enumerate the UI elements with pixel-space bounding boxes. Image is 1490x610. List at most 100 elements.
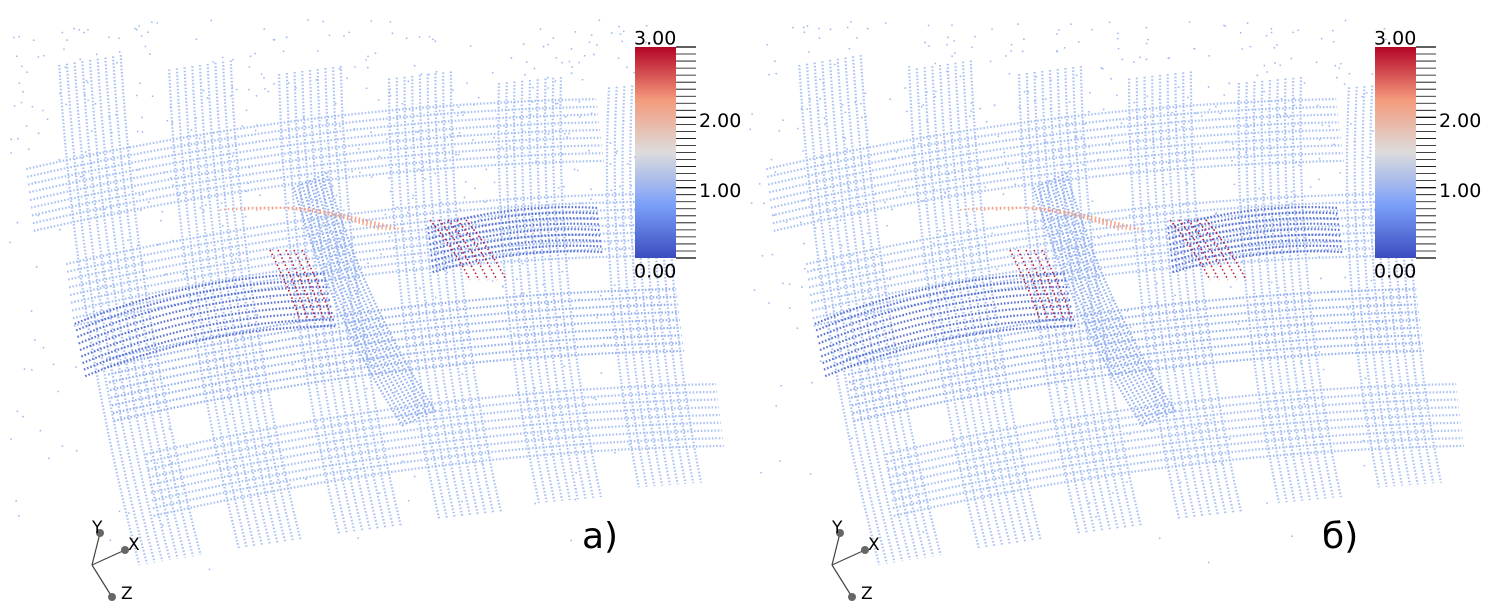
point <box>645 25 648 27</box>
point <box>884 22 887 24</box>
point <box>389 190 392 193</box>
point <box>1370 279 1373 282</box>
point <box>1188 21 1191 23</box>
point <box>1077 41 1080 43</box>
point <box>924 41 927 44</box>
fiber-band <box>1169 228 1341 252</box>
fiber-band <box>1189 71 1242 512</box>
fiber-band <box>809 223 1381 297</box>
point <box>1207 561 1210 564</box>
point <box>1239 31 1242 34</box>
point <box>47 457 50 460</box>
fiber-band <box>1174 73 1227 514</box>
fiber-band <box>339 65 402 527</box>
point <box>1146 38 1149 41</box>
stress-streak <box>447 219 489 281</box>
point <box>1057 29 1060 31</box>
point <box>1156 282 1158 285</box>
point <box>328 34 331 37</box>
point <box>991 232 993 235</box>
point <box>1264 193 1267 196</box>
point <box>291 363 294 366</box>
point <box>1383 27 1386 30</box>
fiber-band <box>30 136 601 209</box>
point <box>557 316 560 319</box>
point <box>472 138 474 141</box>
point <box>81 175 84 178</box>
colorbar-tick-label: 3.00 <box>634 28 676 50</box>
point <box>1156 302 1158 305</box>
point <box>73 27 75 30</box>
point <box>917 142 920 145</box>
point <box>378 155 381 158</box>
point <box>256 314 259 316</box>
point <box>1318 178 1320 181</box>
stress-streak <box>1178 219 1220 281</box>
fiber-band <box>1299 77 1343 498</box>
fiber-band <box>810 231 1381 304</box>
point <box>561 61 564 64</box>
point <box>953 39 956 42</box>
point <box>592 397 595 400</box>
point <box>858 359 861 362</box>
point <box>1245 151 1247 154</box>
point <box>101 284 104 287</box>
point <box>458 131 461 134</box>
fiber-band <box>812 247 1383 320</box>
fiber-band <box>113 349 684 422</box>
point <box>1101 67 1104 70</box>
point <box>927 24 930 27</box>
point <box>778 460 781 463</box>
point <box>1279 64 1282 67</box>
point <box>1102 108 1105 111</box>
fiber-band <box>1237 82 1281 504</box>
point <box>198 137 201 140</box>
point <box>1334 64 1337 67</box>
point <box>420 73 423 76</box>
point <box>78 28 81 31</box>
axis-arrow-head <box>861 546 869 554</box>
stress-streak <box>456 219 498 281</box>
point <box>590 34 593 37</box>
point <box>458 134 460 137</box>
point <box>1213 275 1216 278</box>
stress-streak <box>269 249 301 321</box>
point <box>13 36 15 39</box>
stress-streak <box>1017 249 1049 321</box>
axis-label: Y <box>831 518 843 538</box>
point <box>1214 213 1217 216</box>
point <box>1321 124 1324 127</box>
axis-label: X <box>868 535 880 555</box>
fiber-band <box>1127 78 1181 519</box>
point <box>31 105 34 108</box>
point <box>613 284 616 287</box>
fiber-band <box>28 121 600 194</box>
point <box>1170 247 1173 249</box>
point <box>574 31 577 33</box>
point <box>996 268 998 271</box>
fiber-band <box>1283 78 1327 499</box>
point <box>378 492 381 495</box>
fiber-band <box>888 406 1460 479</box>
point <box>1014 183 1017 186</box>
stress-streak <box>1025 249 1057 321</box>
point <box>1088 501 1091 504</box>
point <box>564 115 567 118</box>
colorbar-tick-label: 0.00 <box>1374 261 1416 283</box>
panel-label: б) <box>1322 516 1358 557</box>
point <box>844 111 847 114</box>
fiber-band <box>427 206 598 229</box>
point <box>171 121 174 124</box>
fiber-band <box>191 66 264 547</box>
fiber-band <box>71 239 642 312</box>
point <box>890 208 893 211</box>
point <box>546 87 549 89</box>
point <box>456 114 459 117</box>
fiber-band <box>1361 86 1396 487</box>
point <box>811 381 813 384</box>
point <box>370 131 372 134</box>
point <box>906 110 908 113</box>
point <box>802 150 805 152</box>
colorbar <box>1375 47 1416 258</box>
point <box>1165 183 1168 186</box>
